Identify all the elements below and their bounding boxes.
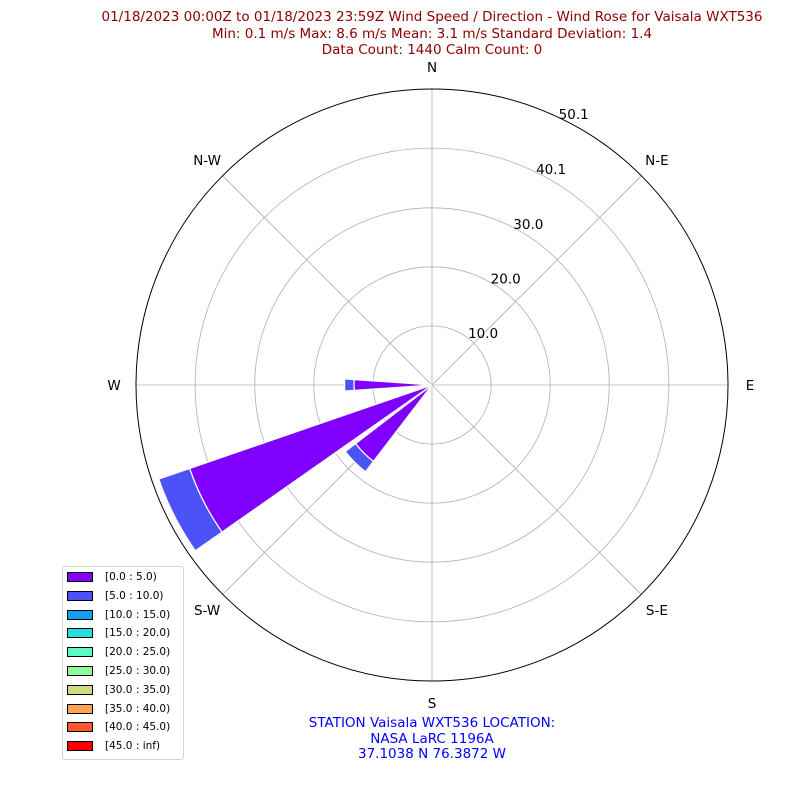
station-line-3: 37.1038 N 76.3872 W xyxy=(358,746,506,762)
legend-label: [20.0 : 25.0) xyxy=(105,646,171,659)
legend: [0.0 : 5.0) [5.0 : 10.0) [10.0 : 15.0) [15.… xyxy=(62,566,184,760)
chart-title: 01/18/2023 00:00Z to 01/18/2023 23:59Z W… xyxy=(0,9,800,59)
legend-item: [25.0 : 30.0) xyxy=(67,664,170,678)
title-line-3: Data Count: 1440 Calm Count: 0 xyxy=(321,42,543,58)
legend-item: [20.0 : 25.0) xyxy=(67,645,170,659)
legend-label: [5.0 : 10.0) xyxy=(105,589,164,602)
radial-tick-label-2: 20.0 xyxy=(491,272,521,288)
grid-circle-4 xyxy=(194,147,670,623)
legend-swatch xyxy=(67,666,93,676)
wind-bar-0-segment-1 xyxy=(343,378,355,392)
legend-label: [30.0 : 35.0) xyxy=(105,683,171,696)
radial-tick-label-1: 10.0 xyxy=(468,326,498,342)
legend-swatch xyxy=(67,741,93,752)
legend-swatch xyxy=(67,572,93,582)
legend-swatch xyxy=(67,722,93,733)
legend-label: [10.0 : 15.0) xyxy=(105,608,171,621)
grid-circle-3 xyxy=(254,207,610,563)
station-info: STATION Vaisala WXT536 LOCATION: NASA La… xyxy=(232,715,632,763)
legend-label: [25.0 : 30.0) xyxy=(105,665,171,677)
station-line-2: NASA LaRC 1196A xyxy=(370,730,494,747)
legend-item: [10.0 : 15.0) xyxy=(67,608,170,622)
direction-label-n: N xyxy=(427,60,437,76)
spoke-n-e xyxy=(431,175,642,386)
legend-label: [45.0 : inf) xyxy=(105,740,161,753)
outer-circle xyxy=(135,88,729,682)
legend-item: [45.0 : inf) xyxy=(67,739,160,753)
title-line-2: Min: 0.1 m/s Max: 8.6 m/s Mean: 3.1 m/s … xyxy=(211,25,653,42)
spoke-n-w xyxy=(222,175,433,386)
legend-swatch xyxy=(67,590,93,601)
legend-item: [40.0 : 45.0) xyxy=(67,720,170,734)
direction-label-s-e: S-E xyxy=(646,603,668,619)
direction-label-w: W xyxy=(107,378,120,394)
direction-label-s: S xyxy=(428,696,437,712)
legend-item: [5.0 : 10.0) xyxy=(67,589,163,603)
legend-item: [30.0 : 35.0) xyxy=(67,683,170,697)
legend-swatch xyxy=(67,609,93,620)
direction-label-s-w: S-W xyxy=(194,603,220,619)
wind-bar-2-segment-0 xyxy=(188,384,433,533)
legend-label: [40.0 : 45.0) xyxy=(105,721,171,734)
legend-swatch xyxy=(67,628,93,639)
direction-label-e: E xyxy=(746,378,755,394)
radial-tick-label-4: 40.1 xyxy=(536,162,566,178)
radial-tick-label-5: 50.1 xyxy=(559,107,589,123)
station-line-1: STATION Vaisala WXT536 LOCATION: xyxy=(308,715,556,731)
direction-label-n-w: N-W xyxy=(193,153,221,169)
legend-swatch xyxy=(67,703,93,714)
legend-swatch xyxy=(67,684,93,695)
radial-tick-label-3: 30.0 xyxy=(513,217,543,233)
legend-item: [0.0 : 5.0) xyxy=(67,570,157,584)
legend-item: [15.0 : 20.0) xyxy=(67,626,170,640)
legend-swatch xyxy=(67,647,93,658)
legend-label: [0.0 : 5.0) xyxy=(105,571,157,583)
grid-circle-2 xyxy=(313,266,551,504)
title-line-1: 01/18/2023 00:00Z to 01/18/2023 23:59Z W… xyxy=(101,9,763,25)
legend-label: [15.0 : 20.0) xyxy=(105,627,171,640)
wind-bar-3-segment-1 xyxy=(344,442,375,473)
spoke-s-e xyxy=(431,384,642,595)
legend-item: [35.0 : 40.0) xyxy=(67,702,170,716)
direction-label-n-e: N-E xyxy=(645,153,669,169)
legend-label: [35.0 : 40.0) xyxy=(105,702,171,715)
wind-bar-2-segment-1 xyxy=(158,467,223,552)
